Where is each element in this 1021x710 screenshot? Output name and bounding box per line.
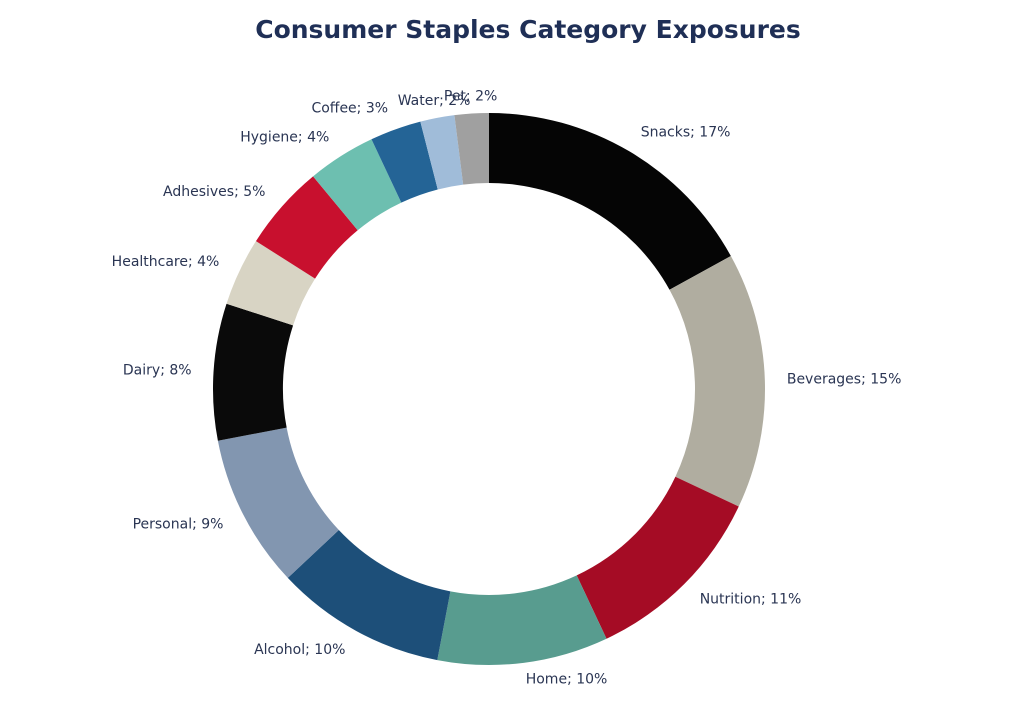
data-label: Hygiene; 4% [240, 129, 329, 145]
donut-slice [576, 476, 739, 639]
data-label: Alcohol; 10% [254, 642, 345, 658]
data-label: Dairy; 8% [123, 362, 192, 378]
donut-slice [255, 176, 358, 279]
donut-slice [437, 575, 607, 665]
donut-slice [371, 121, 438, 203]
data-label: Beverages; 15% [787, 372, 902, 388]
donut-slice [213, 303, 294, 441]
data-label: Pet; 2% [444, 89, 497, 105]
donut-slice [287, 530, 451, 661]
data-label: Coffee; 3% [311, 101, 388, 117]
data-label: Healthcare; 4% [112, 254, 220, 270]
data-label: Home; 10% [526, 672, 608, 688]
data-label: Snacks; 17% [641, 124, 731, 140]
donut-slice [420, 115, 464, 190]
data-label: Adhesives; 5% [163, 184, 265, 200]
donut-slice [217, 427, 339, 578]
donut-slice [313, 139, 402, 231]
donut-slice [489, 113, 731, 290]
donut-slice [454, 113, 489, 185]
data-label: Water; 2% [398, 93, 471, 109]
data-label: Personal; 9% [133, 516, 224, 532]
donut-slice [669, 256, 766, 507]
donut-slice [226, 241, 316, 326]
chart-title: Consumer Staples Category Exposures [255, 15, 801, 44]
data-label: Nutrition; 11% [700, 592, 802, 608]
